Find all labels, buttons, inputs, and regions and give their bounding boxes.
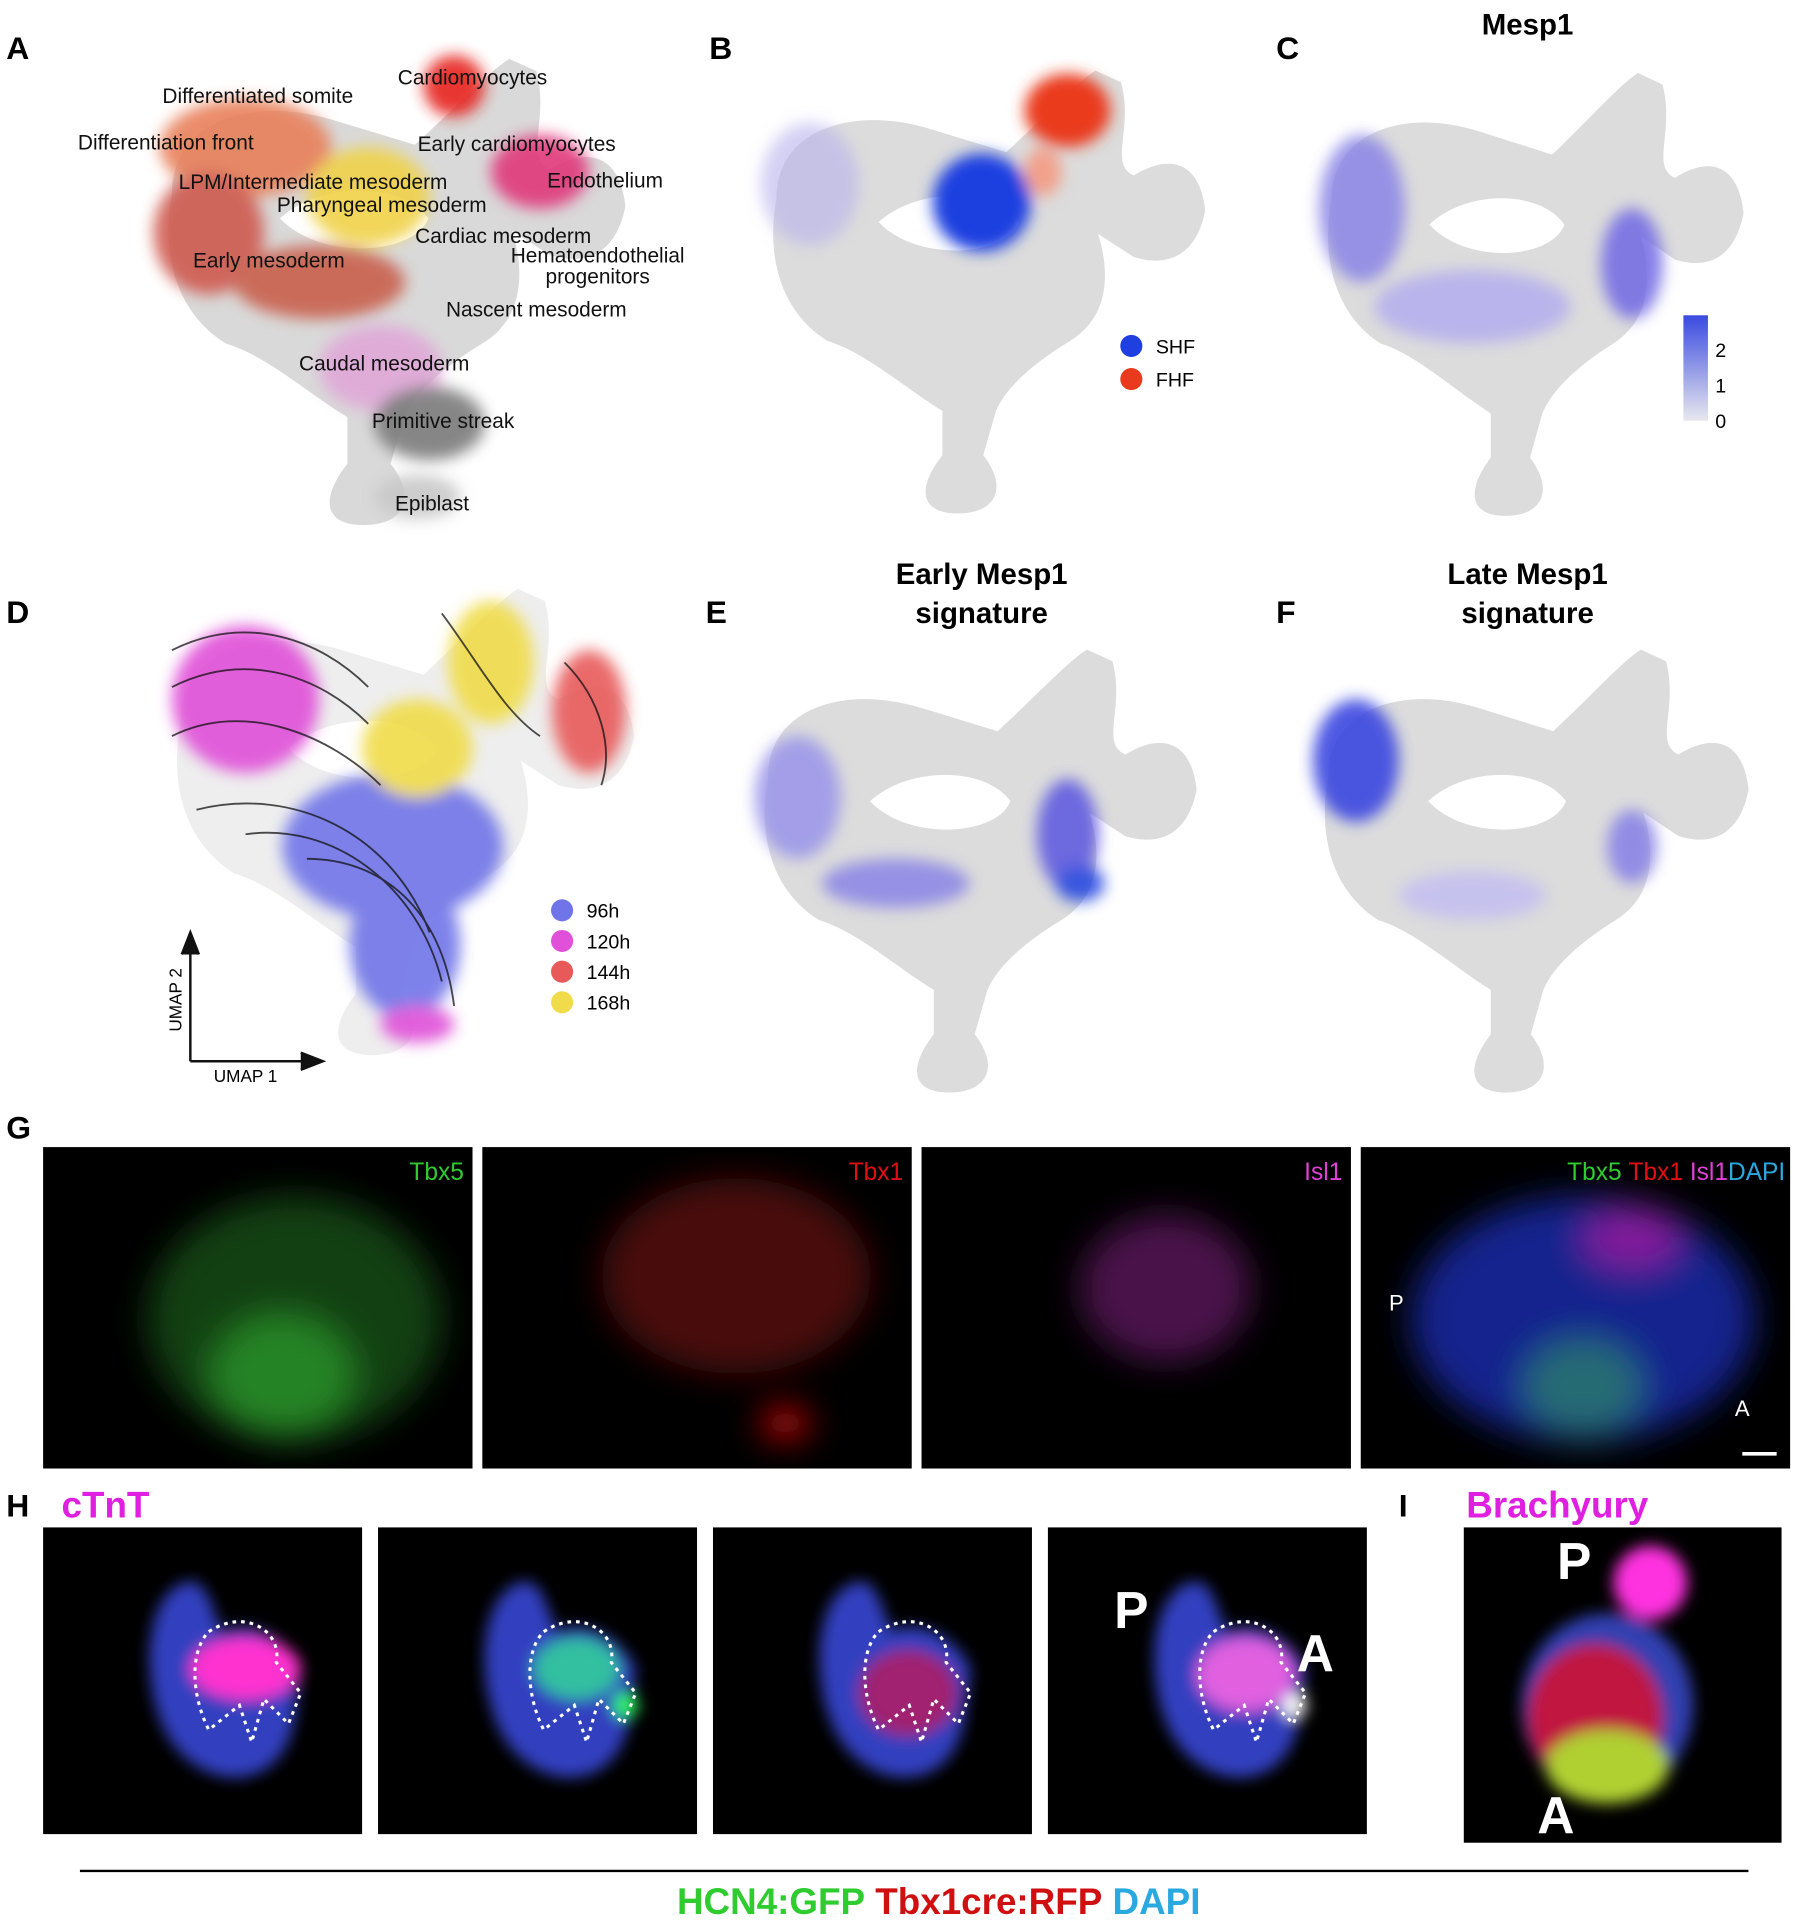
axis-label: UMAP 1	[214, 1066, 278, 1086]
orientation-label: P	[1557, 1532, 1591, 1590]
legend-label: SHF	[1156, 336, 1195, 358]
orientation-label: A	[1537, 1786, 1574, 1844]
cluster-label: Endothelium	[547, 170, 663, 193]
panel-letter: E	[706, 594, 727, 630]
colorbar-tick: 1	[1715, 376, 1726, 398]
panel-letter: A	[6, 30, 29, 66]
legend-label: FHF	[1156, 369, 1194, 391]
footer-item: HCN4:GFP	[677, 1881, 865, 1920]
cluster-label: Pharyngeal mesoderm	[277, 194, 487, 217]
cluster-label: Cardiomyocytes	[398, 67, 547, 90]
panel-title: signature	[915, 597, 1048, 630]
cluster-label: Epiblast	[395, 492, 469, 515]
cluster-label: Differentiation front	[78, 132, 254, 155]
orientation-label: A	[1735, 1396, 1750, 1421]
legend-label: 96h	[587, 901, 620, 923]
panel-title: signature	[1461, 597, 1594, 630]
channel: Isl1	[1690, 1159, 1728, 1186]
cluster-label: Nascent mesoderm	[446, 299, 627, 322]
umap-early-signature	[754, 649, 1197, 1093]
channel: Tbx1	[1629, 1159, 1684, 1186]
panel-letter: B	[709, 30, 732, 66]
channel: DAPI	[1728, 1159, 1785, 1186]
legend-label: 120h	[587, 931, 631, 953]
orientation-label: P	[1114, 1581, 1148, 1639]
panel-letter: D	[6, 594, 29, 630]
cluster-label: LPM/Intermediate mesoderm	[179, 171, 448, 194]
channel: Tbx5	[1567, 1159, 1622, 1186]
footer-legend: HCN4:GFP Tbx1cre:RFP DAPI	[677, 1881, 1200, 1920]
axis-label: UMAP 2	[166, 968, 186, 1032]
footer-item: Tbx1cre:RFP	[875, 1881, 1102, 1920]
channel-label: Isl1	[1304, 1159, 1342, 1186]
orientation-label: A	[1297, 1624, 1334, 1682]
panel-title: Early Mesp1	[896, 558, 1068, 591]
colorbar-tick: 0	[1715, 411, 1726, 433]
panel-letter: I	[1399, 1487, 1408, 1523]
cluster-label: progenitors	[546, 265, 650, 288]
cluster-label: Primitive streak	[372, 410, 515, 433]
channel-label: Tbx5	[409, 1159, 464, 1186]
umap-velocity	[171, 588, 634, 1071]
microscopy-h	[43, 1527, 1367, 1835]
merge-label: Tbx5 Tbx1 Isl1DAPI	[1567, 1159, 1785, 1186]
footer-item: DAPI	[1113, 1881, 1201, 1920]
panel-letter: G	[6, 1110, 31, 1146]
orientation-label: P	[1389, 1290, 1404, 1315]
umap-shf-fhf	[760, 70, 1206, 514]
cluster-label: Differentiated somite	[162, 85, 353, 108]
panel-letter: H	[6, 1487, 29, 1523]
cluster-label: Cardiac mesoderm	[415, 225, 591, 248]
legend-label: 144h	[587, 962, 631, 984]
umap-late-signature	[1312, 649, 1749, 1093]
microscopy-g	[43, 1147, 1791, 1469]
panel-title: Late Mesp1	[1447, 558, 1607, 591]
stain-label: Brachyury	[1466, 1485, 1649, 1526]
cluster-label: Hematoendothelial	[511, 245, 685, 268]
umap-mesp1	[1319, 72, 1744, 516]
cluster-label: Early mesoderm	[193, 249, 345, 272]
cluster-label: Early cardiomyocytes	[418, 133, 616, 156]
microscopy-i	[1463, 1527, 1782, 1843]
panel-letter: C	[1276, 30, 1299, 66]
panel-title: Mesp1	[1482, 8, 1574, 41]
legend-label: 168h	[587, 993, 631, 1015]
umap-clusters	[153, 55, 626, 526]
panel-letter: F	[1276, 594, 1295, 630]
stain-label: cTnT	[62, 1485, 150, 1526]
colorbar-tick: 2	[1715, 340, 1726, 362]
cluster-label: Caudal mesoderm	[299, 353, 469, 376]
channel-label: Tbx1	[849, 1159, 904, 1186]
